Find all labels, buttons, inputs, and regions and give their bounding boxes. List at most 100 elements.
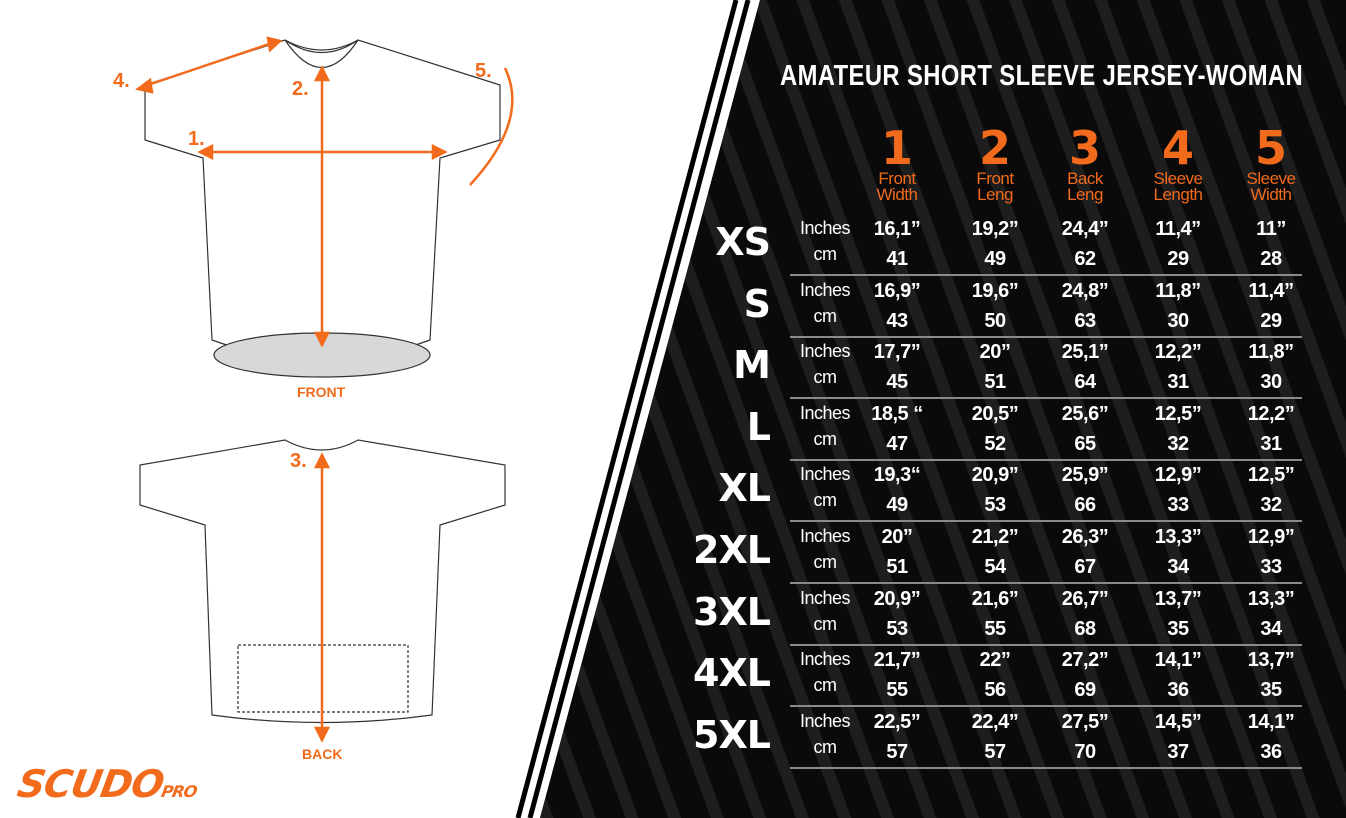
unit-inches: Inches — [799, 649, 851, 670]
column-header: 3 Back Leng — [1040, 125, 1130, 203]
cm-value: 29 — [1260, 309, 1282, 332]
cm-value: 30 — [1167, 309, 1189, 332]
unit-cm: cm — [813, 305, 838, 326]
label-front-length-marker: 2. — [292, 78, 309, 100]
inches-value: 13,3” — [1154, 526, 1202, 548]
cm-value: 57 — [984, 740, 1006, 763]
label-sleeve-length-marker: 4. — [113, 70, 130, 92]
inches-value: 16,1” — [873, 218, 921, 240]
cm-value: 34 — [1260, 617, 1282, 640]
inches-value: 27,5” — [1061, 710, 1109, 733]
label-back-length-marker: 3. — [290, 450, 307, 472]
inches-value: 12,9” — [1247, 526, 1295, 548]
column-label2: Leng — [1067, 185, 1103, 204]
cm-value: 53 — [984, 494, 1006, 517]
inches-value: 25,9” — [1061, 464, 1109, 487]
cm-value: 45 — [886, 371, 908, 394]
column-label2: Width — [876, 185, 918, 204]
cm-value: 69 — [1074, 679, 1096, 702]
inches-value: 14,1” — [1247, 710, 1295, 733]
unit-inches: Inches — [799, 402, 851, 423]
cm-value: 66 — [1074, 494, 1096, 517]
chart-title: AMATEUR SHORT SLEEVE JERSEY-WOMAN — [780, 60, 1304, 92]
row-divider — [790, 643, 1302, 646]
column-label1: Sleeve — [1246, 169, 1296, 188]
unit-cm: cm — [813, 490, 838, 511]
cm-value: 29 — [1167, 248, 1189, 270]
inches-value: 20,5” — [971, 402, 1019, 425]
inches-value: 18,5 “ — [871, 402, 923, 425]
row-divider — [790, 274, 1302, 276]
unit-cm: cm — [813, 552, 838, 572]
row-divider — [790, 397, 1302, 400]
cm-value: 47 — [886, 432, 908, 455]
column-header: 1 Front Width — [852, 125, 942, 203]
column-label1: Sleeve — [1153, 169, 1203, 188]
inches-value: 24,4” — [1061, 218, 1109, 240]
inches-value: 26,7” — [1061, 587, 1109, 610]
inches-value: 26,3” — [1061, 526, 1109, 548]
cm-value: 57 — [886, 740, 908, 763]
inches-value: 11,4” — [1155, 218, 1201, 240]
inches-value: 13,7” — [1247, 649, 1295, 672]
size-label: L — [746, 404, 771, 449]
cm-value: 32 — [1260, 494, 1282, 517]
inches-value: 21,7” — [873, 649, 921, 672]
size-label: 5XL — [693, 712, 771, 757]
inches-value: 14,5” — [1154, 710, 1202, 733]
inches-value: 19,6” — [971, 279, 1019, 302]
inches-value: 22,5” — [873, 710, 921, 733]
column-label1: Back — [1067, 169, 1103, 188]
inches-value: 11,4” — [1248, 279, 1294, 302]
unit-inches: Inches — [799, 710, 851, 731]
back-label: BACK — [302, 746, 343, 762]
column-header: 5 Sleeve Width — [1226, 125, 1316, 203]
cm-value: 43 — [886, 309, 908, 332]
unit-cm: cm — [813, 613, 838, 634]
cm-value: 31 — [1260, 432, 1282, 455]
row-divider — [790, 335, 1302, 338]
cm-value: 65 — [1074, 432, 1096, 455]
row-divider — [790, 520, 1302, 523]
cm-value: 33 — [1260, 556, 1282, 578]
size-label: M — [733, 343, 771, 388]
column-num: 2 — [978, 121, 1011, 175]
cm-value: 56 — [984, 679, 1006, 702]
row-divider — [790, 582, 1302, 584]
unit-inches: Inches — [799, 587, 851, 608]
cm-value: 68 — [1074, 617, 1096, 640]
inches-value: 20” — [979, 341, 1011, 364]
cm-value: 55 — [886, 679, 908, 702]
cm-value: 33 — [1167, 494, 1189, 517]
size-label: S — [743, 281, 771, 326]
cm-value: 35 — [1167, 617, 1189, 640]
column-label2: Width — [1250, 185, 1292, 204]
cm-value: 49 — [984, 248, 1006, 270]
column-label1: Front — [878, 169, 916, 188]
inches-value: 24,8” — [1061, 279, 1109, 302]
cm-value: 28 — [1260, 248, 1282, 270]
unit-cm: cm — [813, 244, 838, 264]
cm-value: 34 — [1167, 556, 1189, 578]
size-label: XS — [715, 220, 771, 264]
cm-value: 70 — [1074, 740, 1096, 763]
inches-value: 25,1” — [1061, 341, 1109, 364]
inches-value: 19,3“ — [873, 464, 921, 487]
unit-inches: Inches — [799, 218, 851, 238]
cm-value: 67 — [1074, 556, 1096, 578]
inches-value: 13,7” — [1154, 587, 1202, 610]
inches-value: 20” — [881, 526, 913, 548]
inches-value: 20,9” — [971, 464, 1019, 487]
column-num: 3 — [1068, 121, 1101, 175]
cm-value: 50 — [984, 309, 1006, 332]
inches-value: 12,9” — [1154, 464, 1202, 487]
column-header: 2 Front Leng — [950, 125, 1040, 203]
inches-value: 12,2” — [1247, 402, 1295, 425]
cm-value: 37 — [1167, 740, 1189, 763]
row-divider — [790, 766, 1302, 769]
row-divider — [790, 705, 1302, 708]
cm-value: 32 — [1167, 432, 1189, 455]
unit-inches: Inches — [799, 464, 851, 485]
cm-value: 55 — [984, 617, 1006, 640]
